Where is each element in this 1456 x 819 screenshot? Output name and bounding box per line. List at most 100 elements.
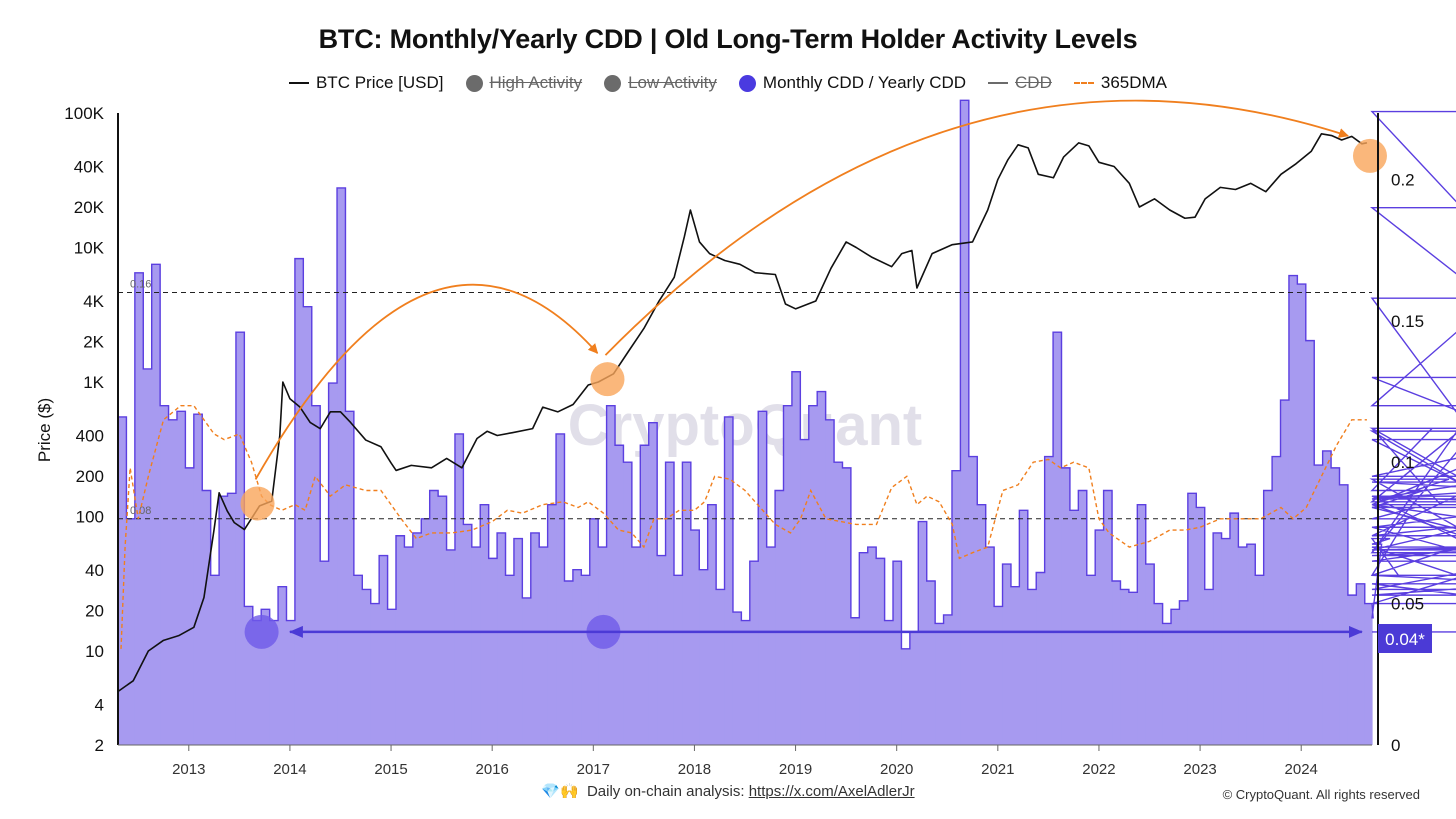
cdd-bar	[1196, 507, 1206, 745]
legend-dash-symbol	[1073, 82, 1094, 84]
cdd-bar	[151, 264, 161, 745]
cdd-bar	[741, 620, 751, 745]
cdd-bar	[1314, 465, 1324, 745]
legend-label: Low Activity	[628, 73, 717, 92]
cdd-bar	[1288, 275, 1298, 745]
cdd-bar	[724, 416, 734, 745]
cdd-bar	[1331, 467, 1341, 745]
cdd-bar	[328, 383, 338, 745]
cdd-bar	[850, 617, 860, 745]
legend-item-low-activity[interactable]: Low Activity	[604, 73, 717, 93]
cdd-bar	[1297, 284, 1307, 745]
left-tick-label: 2K	[83, 333, 104, 352]
cdd-bar	[1019, 510, 1029, 745]
legend-item-high-activity[interactable]: High Activity	[465, 73, 583, 93]
highlight-circle	[240, 486, 275, 521]
cdd-bar	[1010, 586, 1020, 745]
current-value-badge: 0.04*	[1378, 624, 1432, 653]
cdd-bar	[1213, 532, 1223, 745]
cdd-bar	[202, 490, 212, 745]
cdd-bar	[286, 620, 296, 745]
cdd-bar	[994, 606, 1004, 745]
cdd-bar	[168, 419, 178, 745]
cdd-bar	[244, 606, 254, 745]
legend-item-btc-price[interactable]: BTC Price [USD]	[288, 73, 444, 93]
cdd-bar	[1204, 589, 1214, 745]
cdd-bar	[623, 462, 633, 745]
cdd-bar	[1221, 538, 1231, 745]
cdd-bar	[1255, 575, 1265, 745]
right-tick-label: 0.05	[1391, 595, 1424, 614]
cdd-bar	[1187, 493, 1197, 745]
cdd-bar	[454, 433, 464, 745]
left-tick-label: 100K	[64, 104, 104, 123]
cdd-bar	[1112, 580, 1122, 745]
current-value-label: 0.04*	[1385, 630, 1425, 649]
cdd-bar	[960, 100, 970, 745]
legend-label: High Activity	[489, 73, 583, 92]
cdd-bar	[320, 561, 330, 745]
x-tick-label: 2014	[273, 761, 306, 778]
legend-label: BTC Price [USD]	[315, 73, 444, 92]
x-tick-label: 2021	[981, 761, 1014, 778]
cdd-bar	[825, 419, 835, 745]
cdd-bar	[707, 504, 717, 745]
cdd-bar	[749, 561, 759, 745]
cdd-bar	[134, 272, 144, 745]
cdd-bar	[227, 493, 237, 745]
cdd-bar	[1339, 484, 1349, 745]
cdd-bar	[1229, 513, 1239, 745]
legend-item-monthly-yearly-cdd[interactable]: Monthly CDD / Yearly CDD	[738, 73, 967, 93]
cdd-bar	[657, 555, 667, 745]
cdd-bar	[732, 612, 742, 745]
cdd-bar	[1347, 595, 1357, 745]
x-tick-label: 2023	[1183, 761, 1216, 778]
cdd-bar	[631, 547, 641, 745]
x-tick-label: 2020	[880, 761, 913, 778]
cdd-bar	[564, 580, 574, 745]
left-tick-label: 20K	[74, 198, 105, 217]
legend-label: Monthly CDD / Yearly CDD	[762, 73, 967, 92]
cdd-bar	[1272, 456, 1282, 745]
cdd-bar	[943, 614, 953, 745]
cdd-bar	[193, 414, 203, 745]
x-tick-label: 2022	[1082, 761, 1115, 778]
cdd-bar	[1246, 544, 1256, 745]
cdd-bar	[876, 558, 886, 745]
footer-text: Daily on-chain analysis:	[586, 783, 745, 800]
left-tick-label: 100	[76, 507, 104, 526]
cdd-bar	[893, 561, 903, 745]
left-tick-label: 200	[76, 467, 104, 486]
cdd-bar	[395, 535, 406, 745]
cdd-bar	[1364, 603, 1373, 745]
cdd-bar	[817, 391, 827, 745]
cdd-bar	[269, 620, 279, 745]
x-tick-label: 2018	[678, 761, 711, 778]
cdd-bar	[581, 575, 591, 745]
threshold-lines: 0.160.08	[118, 279, 1372, 520]
left-tick-label: 10K	[74, 238, 105, 257]
cdd-bar	[1145, 564, 1155, 745]
cdd-bar	[1061, 467, 1071, 745]
cdd-bar	[884, 620, 894, 745]
legend-item-cdd[interactable]: CDD	[988, 73, 1052, 93]
cdd-bar	[1305, 340, 1315, 745]
cdd-bar	[294, 258, 304, 745]
highlight-circle	[590, 362, 625, 397]
cdd-bar	[918, 521, 928, 745]
axes: 100K 40K 20K 10K 4K 2K 1K 400 200 100 40 20 10 4 2 0.2 0…	[64, 104, 1424, 778]
cdd-bar	[353, 575, 363, 745]
cdd-step-outline	[118, 99, 1456, 650]
cdd-bar	[1086, 575, 1096, 745]
footer-link[interactable]: https://x.com/AxelAdlerJr	[748, 783, 915, 800]
cdd-bar	[808, 405, 818, 745]
cdd-bar	[640, 445, 650, 745]
left-tick-label: 400	[76, 427, 104, 446]
x-tick-label: 2019	[779, 761, 812, 778]
x-tick-label: 2015	[374, 761, 407, 778]
left-tick-label: 40	[85, 561, 104, 580]
right-tick-label: 0.1	[1391, 453, 1415, 472]
legend-item-365dma[interactable]: 365DMA	[1073, 73, 1167, 93]
cdd-bar	[1103, 490, 1113, 745]
